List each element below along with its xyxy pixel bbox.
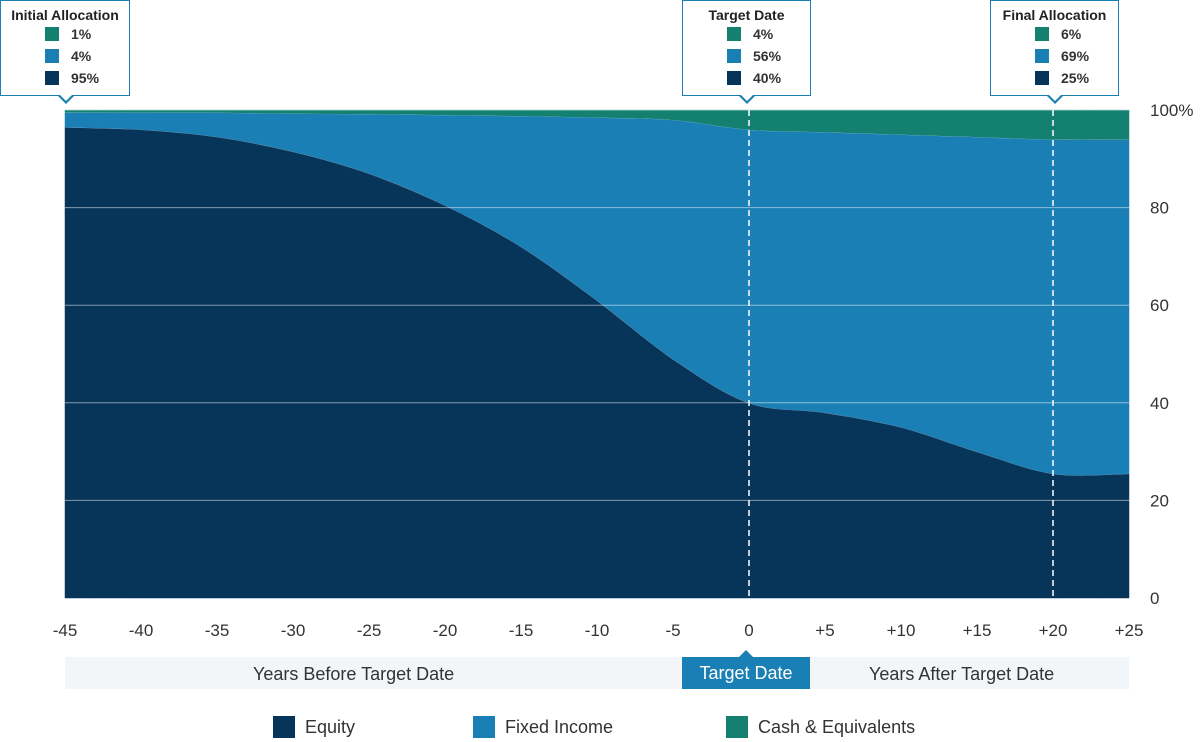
callout-target-date: Target Date 4% 56% 40%	[682, 0, 811, 104]
callout-pointer	[738, 94, 756, 104]
chart-gridlines	[65, 207, 1129, 501]
x-tick-label: +20	[1039, 621, 1068, 640]
callout-row-cash: 1%	[1, 23, 129, 45]
callout-row-equity: 95%	[1, 67, 129, 89]
legend-item-fixed-income: Fixed Income	[473, 716, 613, 738]
chart-legend: Equity Fixed Income Cash & Equivalents	[0, 716, 1200, 742]
fixed-income-swatch	[727, 49, 741, 63]
x-tick-label: -45	[53, 621, 78, 640]
chart-areas	[64, 109, 1130, 599]
callout-value: 40%	[753, 70, 782, 86]
y-tick-label: 0	[1150, 589, 1159, 608]
callout-value: 69%	[1061, 48, 1090, 64]
x-tick-label: +15	[963, 621, 992, 640]
callout-pointer	[57, 94, 75, 104]
callout-row-fixed-income: 4%	[1, 45, 129, 67]
y-tick-label: 100%	[1150, 101, 1193, 120]
callout-row-equity: 25%	[991, 67, 1118, 89]
chart-markers	[748, 110, 1054, 598]
x-tick-label: +25	[1115, 621, 1144, 640]
band-label-before: Years Before Target Date	[253, 664, 455, 684]
legend-item-cash: Cash & Equivalents	[726, 716, 915, 738]
callout-value: 4%	[71, 48, 92, 64]
x-tick-label: +10	[887, 621, 916, 640]
equity-swatch	[45, 71, 59, 85]
callout-pointer	[1046, 94, 1064, 104]
band-label-after: Years After Target Date	[869, 664, 1055, 684]
fixed-income-swatch	[473, 716, 495, 738]
callout-row-fixed-income: 69%	[991, 45, 1118, 67]
equity-swatch	[727, 71, 741, 85]
x-tick-label: -10	[585, 621, 610, 640]
x-tick-label: -30	[281, 621, 306, 640]
x-tick-label: -15	[509, 621, 534, 640]
y-tick-label: 20	[1150, 491, 1169, 510]
equity-swatch	[1035, 71, 1049, 85]
callout-value: 4%	[753, 26, 774, 42]
x-tick-label: -40	[129, 621, 154, 640]
x-tick-label: -35	[205, 621, 230, 640]
x-tick-label: +5	[815, 621, 834, 640]
equity-swatch	[273, 716, 295, 738]
fixed-income-swatch	[45, 49, 59, 63]
fixed-income-swatch	[1035, 49, 1049, 63]
y-tick-label: 60	[1150, 296, 1169, 315]
callout-title: Initial Allocation	[11, 7, 119, 23]
callout-row-cash: 4%	[683, 23, 810, 45]
callout-value: 1%	[71, 26, 92, 42]
band-label-target: Target Date	[682, 650, 810, 689]
x-tick-label: -25	[357, 621, 382, 640]
callout-title: Final Allocation	[1002, 7, 1107, 23]
callout-row-fixed-income: 56%	[683, 45, 810, 67]
cash-swatch	[726, 716, 748, 738]
x-axis-tick-labels: -45 -40 -35 -30 -25 -20 -15 -10 -5 0 +5 +10 +15 +20 +2…	[53, 621, 1144, 640]
period-band	[65, 657, 1129, 689]
y-tick-label: 80	[1150, 199, 1169, 218]
callout-row-cash: 6%	[991, 23, 1118, 45]
legend-label: Equity	[305, 716, 356, 737]
callout-value: 25%	[1061, 70, 1090, 86]
legend-label: Cash & Equivalents	[758, 716, 916, 737]
cash-swatch	[45, 27, 59, 41]
cash-swatch	[1035, 27, 1049, 41]
y-axis-tick-labels: 100% 80 60 40 20 0	[1150, 101, 1193, 608]
x-tick-label: -5	[665, 621, 680, 640]
legend-item-equity: Equity	[273, 716, 355, 738]
callout-value: 95%	[71, 70, 100, 86]
legend-label: Fixed Income	[505, 716, 614, 737]
callout-value: 6%	[1061, 26, 1082, 42]
y-tick-label: 40	[1150, 394, 1169, 413]
callout-initial-allocation: Initial Allocation 1% 4% 95%	[0, 0, 130, 104]
cash-swatch	[727, 27, 741, 41]
x-tick-label: -20	[433, 621, 458, 640]
callout-value: 56%	[753, 48, 782, 64]
callout-row-equity: 40%	[683, 67, 810, 89]
callout-final-allocation: Final Allocation 6% 69% 25%	[990, 0, 1119, 104]
x-tick-label: 0	[744, 621, 753, 640]
callout-title: Target Date	[708, 7, 785, 23]
